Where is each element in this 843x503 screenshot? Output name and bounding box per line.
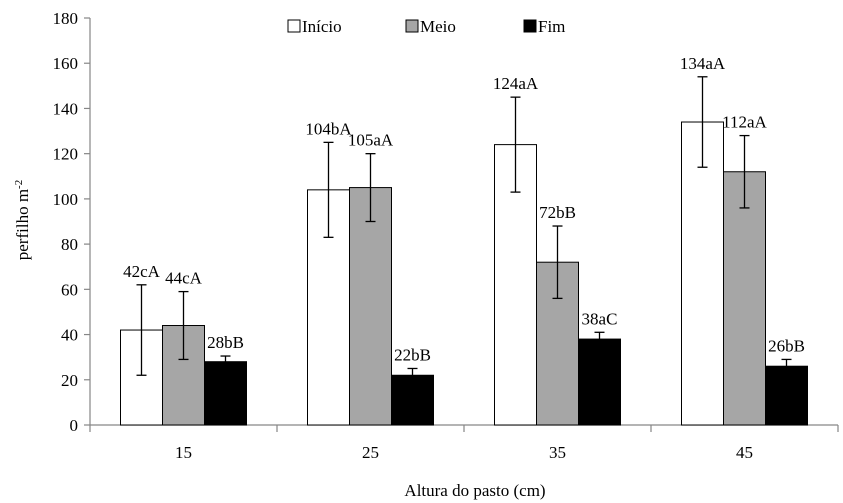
data-label: 112aA — [722, 113, 767, 132]
chart-legend: Início Meio Fim — [288, 17, 565, 36]
data-label: 38aC — [582, 309, 618, 328]
y-tick-label: 20 — [61, 371, 78, 390]
bar-fim-35 — [579, 339, 621, 425]
legend-item: Fim — [524, 17, 565, 36]
data-label: 104bA — [305, 119, 352, 138]
data-label: 42cA — [123, 262, 161, 281]
y-tick-label: 0 — [70, 416, 79, 435]
data-label: 72bB — [539, 203, 576, 222]
y-tick-label: 100 — [53, 190, 79, 209]
data-label: 105aA — [348, 131, 394, 150]
bar-meio-25 — [350, 188, 392, 425]
y-tick-label: 80 — [61, 235, 78, 254]
legend-swatch — [524, 20, 536, 32]
data-label: 26bB — [768, 336, 805, 355]
x-tick-label: 15 — [175, 443, 192, 462]
bar-fim-25 — [392, 375, 434, 425]
x-tick-label: 25 — [362, 443, 379, 462]
bar-fim-15 — [205, 362, 247, 425]
bar-meio-45 — [724, 172, 766, 425]
x-tick-label: 35 — [549, 443, 566, 462]
y-tick-label: 120 — [53, 145, 79, 164]
legend-item: Início — [288, 17, 342, 36]
data-label: 44cA — [165, 269, 203, 288]
data-label: 28bB — [207, 333, 244, 352]
x-axis-title: Altura do pasto (cm) — [404, 481, 545, 500]
y-axis-title: perfilho m-2 — [13, 180, 32, 260]
legend-item: Meio — [406, 17, 456, 36]
data-label: 124aA — [493, 74, 539, 93]
legend-swatch — [406, 20, 418, 32]
bar-fim-45 — [766, 366, 808, 425]
y-tick-label: 40 — [61, 326, 78, 345]
y-tick-label: 180 — [53, 9, 79, 28]
data-label: 134aA — [680, 54, 726, 73]
y-tick-label: 60 — [61, 280, 78, 299]
y-tick-label: 140 — [53, 99, 79, 118]
x-tick-label: 45 — [736, 443, 753, 462]
legend-label: Meio — [420, 17, 456, 36]
y-tick-label: 160 — [53, 54, 79, 73]
legend-label: Fim — [538, 17, 565, 36]
data-label: 22bB — [394, 345, 431, 364]
legend-swatch — [288, 20, 300, 32]
legend-label: Início — [302, 17, 342, 36]
